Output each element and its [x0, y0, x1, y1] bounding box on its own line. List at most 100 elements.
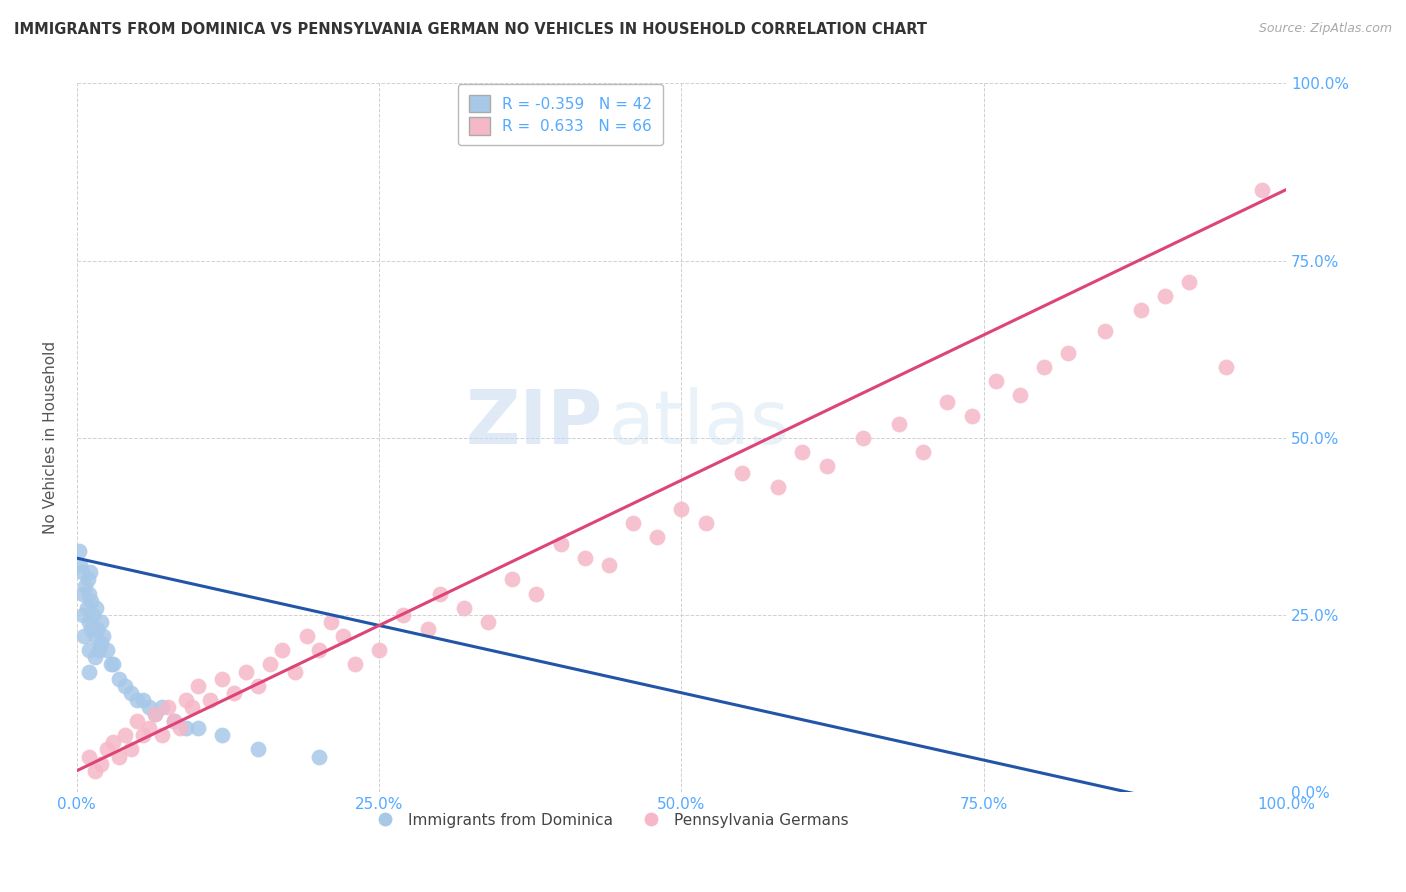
Point: [792, 445, 814, 459]
Point: [79, 566, 101, 580]
Point: [332, 629, 354, 643]
Point: [671, 501, 693, 516]
Point: [162, 714, 184, 728]
Point: [90, 636, 112, 650]
Point: [319, 615, 342, 629]
Point: [852, 431, 875, 445]
Point: [271, 643, 294, 657]
Point: [984, 374, 1007, 388]
Point: [84, 764, 107, 778]
Point: [766, 480, 789, 494]
Point: [343, 657, 366, 672]
Point: [259, 657, 281, 672]
Point: [815, 458, 838, 473]
Point: [69, 558, 91, 573]
Point: [114, 679, 136, 693]
Text: ZIP: ZIP: [465, 387, 603, 460]
Point: [108, 749, 131, 764]
Point: [524, 586, 547, 600]
Point: [80, 593, 103, 607]
Point: [84, 650, 107, 665]
Point: [87, 643, 110, 657]
Point: [90, 615, 112, 629]
Point: [368, 643, 391, 657]
Point: [77, 615, 100, 629]
Point: [550, 537, 572, 551]
Point: [77, 643, 100, 657]
Point: [93, 629, 115, 643]
Point: [86, 622, 108, 636]
Point: [82, 607, 104, 622]
Point: [101, 735, 124, 749]
Point: [1154, 289, 1177, 303]
Point: [70, 566, 93, 580]
Point: [645, 530, 668, 544]
Point: [416, 622, 439, 636]
Point: [1057, 345, 1080, 359]
Point: [77, 749, 100, 764]
Point: [127, 693, 149, 707]
Point: [76, 600, 98, 615]
Point: [1094, 325, 1116, 339]
Point: [912, 445, 935, 459]
Text: Source: ZipAtlas.com: Source: ZipAtlas.com: [1258, 22, 1392, 36]
Point: [1008, 388, 1031, 402]
Point: [187, 679, 209, 693]
Point: [295, 629, 318, 643]
Point: [132, 728, 155, 742]
Point: [75, 579, 97, 593]
Point: [101, 657, 124, 672]
Point: [477, 615, 499, 629]
Point: [80, 622, 103, 636]
Point: [211, 672, 233, 686]
Point: [621, 516, 644, 530]
Point: [73, 629, 96, 643]
Point: [1129, 303, 1152, 318]
Point: [100, 657, 122, 672]
Point: [1215, 359, 1237, 374]
Point: [731, 466, 754, 480]
Point: [187, 721, 209, 735]
Point: [162, 714, 184, 728]
Point: [392, 607, 415, 622]
Point: [198, 693, 221, 707]
Point: [72, 586, 94, 600]
Text: IMMIGRANTS FROM DOMINICA VS PENNSYLVANIA GERMAN NO VEHICLES IN HOUSEHOLD CORRELA: IMMIGRANTS FROM DOMINICA VS PENNSYLVANIA…: [14, 22, 927, 37]
Point: [169, 721, 191, 735]
Point: [77, 586, 100, 600]
Point: [308, 749, 330, 764]
Point: [936, 395, 959, 409]
Point: [598, 558, 620, 573]
Point: [1250, 183, 1272, 197]
Point: [1178, 275, 1201, 289]
Point: [501, 573, 523, 587]
Point: [84, 629, 107, 643]
Point: [145, 706, 167, 721]
Point: [960, 409, 983, 424]
Point: [67, 544, 90, 558]
Point: [211, 728, 233, 742]
Point: [120, 742, 142, 756]
Point: [138, 700, 160, 714]
Point: [127, 714, 149, 728]
Point: [247, 679, 270, 693]
Point: [76, 573, 98, 587]
Point: [222, 686, 245, 700]
Y-axis label: No Vehicles in Household: No Vehicles in Household: [44, 341, 58, 534]
Point: [150, 728, 173, 742]
Point: [429, 586, 451, 600]
Legend: Immigrants from Dominica, Pennsylvania Germans: Immigrants from Dominica, Pennsylvania G…: [363, 806, 855, 834]
Point: [180, 700, 202, 714]
Point: [120, 686, 142, 700]
Point: [132, 693, 155, 707]
Point: [174, 693, 197, 707]
Point: [77, 665, 100, 679]
Point: [695, 516, 717, 530]
Point: [114, 728, 136, 742]
Point: [308, 643, 330, 657]
Point: [72, 607, 94, 622]
Point: [156, 700, 179, 714]
Point: [283, 665, 305, 679]
Point: [138, 721, 160, 735]
Point: [235, 665, 257, 679]
